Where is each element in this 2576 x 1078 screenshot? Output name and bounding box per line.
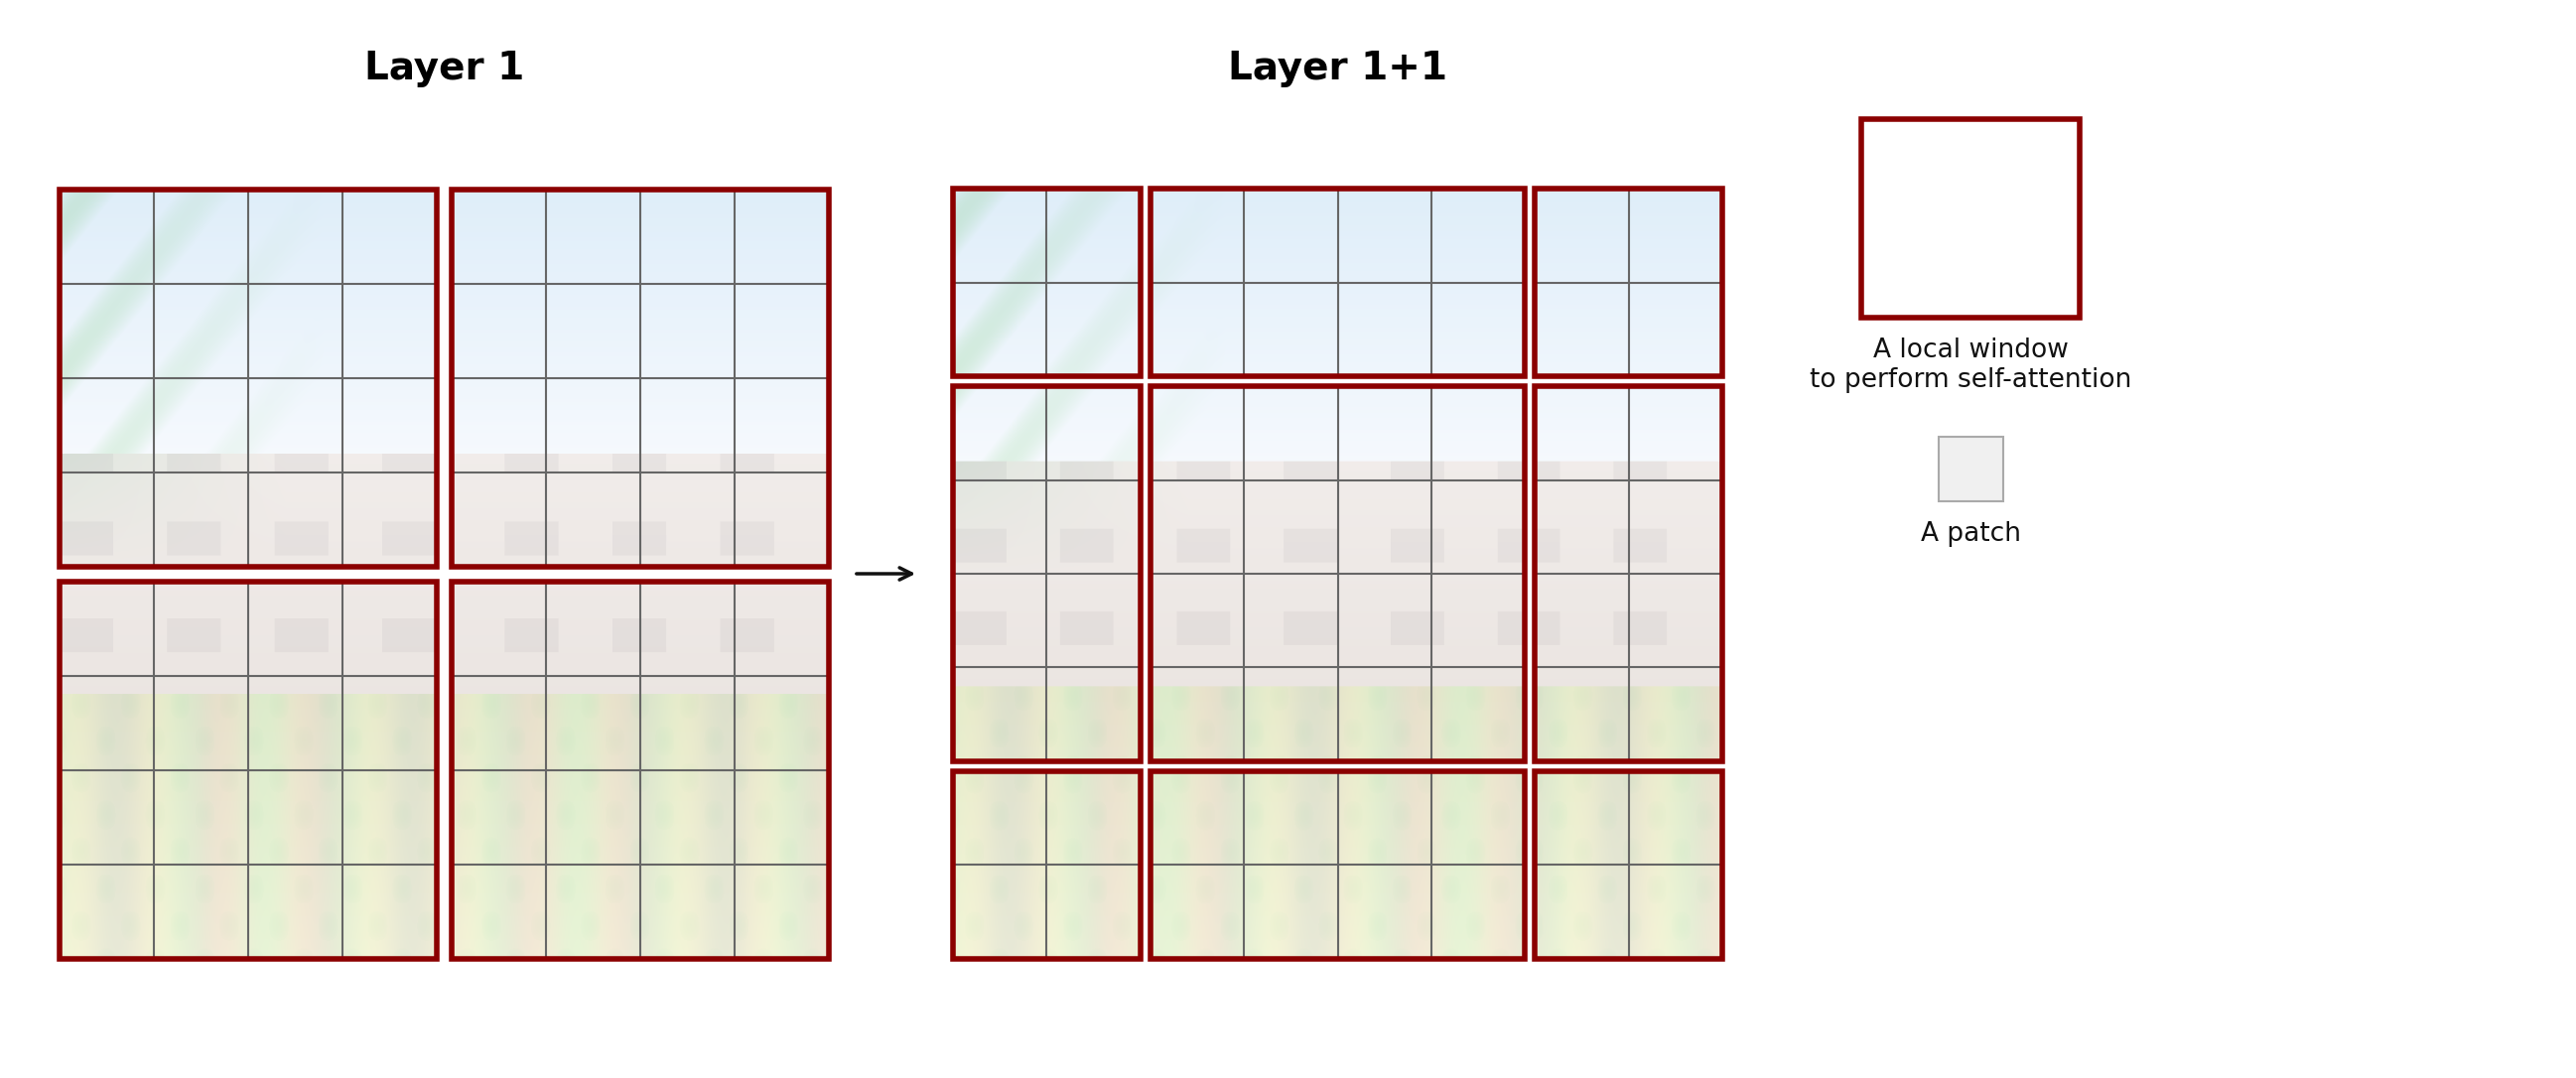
Bar (451, 581, 829, 958)
Bar (1862, 119, 2079, 318)
Bar (1151, 386, 1525, 761)
Bar (59, 189, 438, 566)
Bar (1535, 386, 1723, 761)
Bar (953, 386, 1141, 761)
Bar (1151, 189, 1525, 376)
Bar (1151, 771, 1525, 958)
Bar (953, 771, 1141, 958)
Bar (1535, 189, 1723, 376)
Bar (1937, 437, 2002, 501)
Bar (451, 189, 829, 566)
Text: Layer 1: Layer 1 (363, 50, 526, 87)
Bar (59, 581, 438, 958)
Text: Layer 1+1: Layer 1+1 (1229, 50, 1448, 87)
Bar (1535, 771, 1723, 958)
Bar (953, 189, 1141, 376)
Text: A patch: A patch (1919, 521, 2020, 547)
Text: A local window
to perform self-attention: A local window to perform self-attention (1808, 337, 2130, 393)
